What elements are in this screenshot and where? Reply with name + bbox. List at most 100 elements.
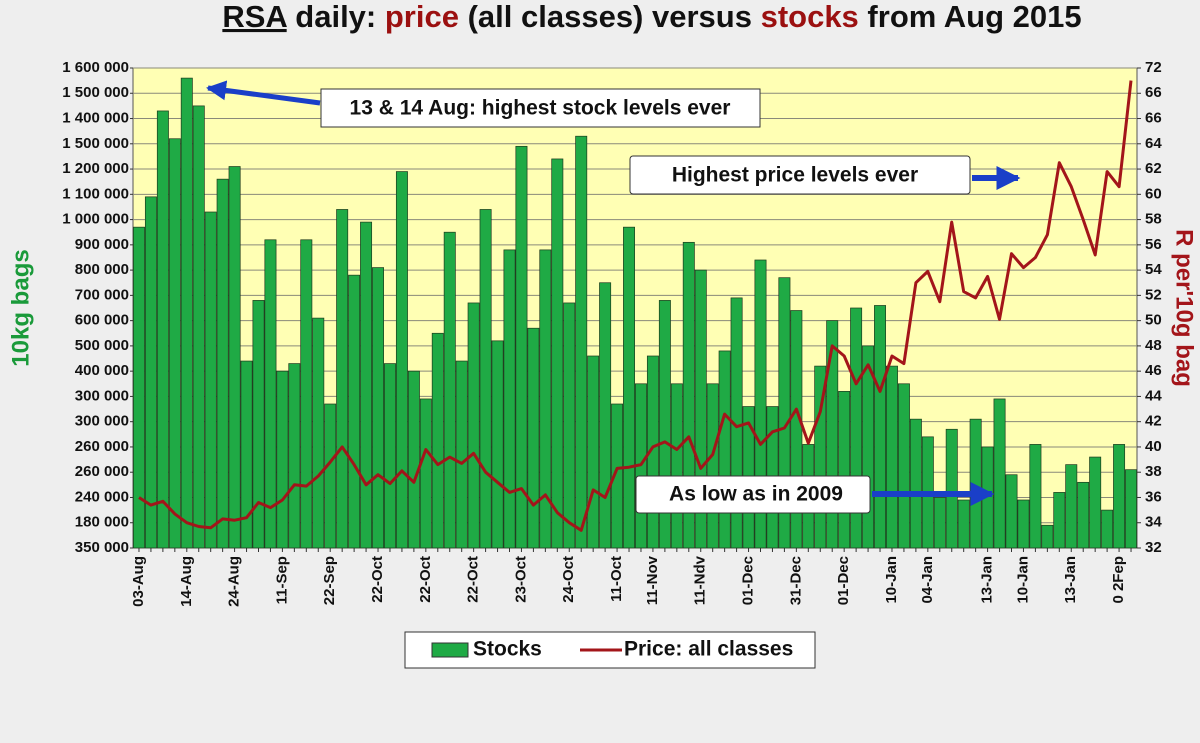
bar bbox=[969, 418, 982, 549]
bar bbox=[575, 135, 588, 549]
y2-tick-label: 58 bbox=[1145, 211, 1162, 228]
bar bbox=[1065, 464, 1078, 549]
y2-tick-label: 36 bbox=[1145, 488, 1162, 505]
bar bbox=[264, 239, 277, 549]
y-tick-label: 260 000 bbox=[75, 463, 129, 480]
bar bbox=[826, 320, 839, 549]
bar bbox=[945, 428, 958, 549]
arrow bbox=[206, 80, 321, 106]
bar bbox=[623, 226, 635, 549]
y-tick-label: 300 000 bbox=[75, 387, 129, 404]
y2-tick-label: 56 bbox=[1145, 236, 1162, 253]
bar bbox=[599, 282, 612, 549]
x-tick-label: 11-Sep bbox=[273, 556, 290, 604]
bar bbox=[886, 365, 898, 549]
y-tick-label: 260 000 bbox=[75, 438, 129, 455]
bar bbox=[1005, 474, 1018, 549]
bar bbox=[384, 363, 396, 549]
y2-tick-label: 32 bbox=[1145, 539, 1162, 556]
y-tick-label: 350 000 bbox=[75, 539, 129, 556]
y2-tick-label: 64 bbox=[1145, 135, 1162, 152]
bar bbox=[1101, 509, 1114, 549]
title-part: from Aug 2015 bbox=[859, 0, 1082, 34]
bar bbox=[455, 360, 468, 549]
x-tick-label: 31-Dec bbox=[787, 556, 804, 605]
bar bbox=[133, 226, 145, 549]
x-tick-label: 23-Oct bbox=[512, 556, 529, 603]
y2-tick-label: 34 bbox=[1145, 514, 1162, 531]
title-part: stocks bbox=[761, 0, 859, 34]
bar bbox=[407, 370, 420, 549]
bar bbox=[372, 267, 384, 549]
bar bbox=[611, 403, 624, 549]
bar bbox=[300, 239, 313, 549]
bar bbox=[682, 241, 695, 549]
bar bbox=[348, 274, 361, 549]
y-tick-label: 400 000 bbox=[75, 362, 129, 379]
y-tick-label: 1 000 000 bbox=[62, 211, 129, 228]
legend-swatch bbox=[431, 642, 469, 658]
y2-tick-label: 48 bbox=[1145, 337, 1162, 354]
bar bbox=[646, 355, 659, 549]
annotation: As low as in 2009 bbox=[669, 483, 843, 506]
y2-tick-label: 50 bbox=[1145, 312, 1162, 329]
x-tick-label: 22-Oct bbox=[465, 556, 482, 603]
y-tick-label: 1 500 000 bbox=[62, 84, 129, 101]
bar bbox=[467, 302, 480, 549]
y2-tick-label: 54 bbox=[1145, 261, 1162, 278]
y-tick-label: 1 500 000 bbox=[62, 135, 129, 152]
bar bbox=[1089, 456, 1102, 549]
bar bbox=[706, 383, 719, 549]
bar bbox=[587, 355, 600, 549]
bar bbox=[909, 418, 922, 549]
y-tick-label: 240 000 bbox=[75, 488, 129, 505]
bar bbox=[993, 398, 1006, 549]
x-tick-label: 22-Oct bbox=[417, 556, 434, 603]
bar bbox=[479, 209, 492, 549]
title-part: daily: bbox=[287, 0, 385, 34]
bar bbox=[527, 327, 540, 549]
bar bbox=[204, 211, 217, 549]
y2-tick-label: 72 bbox=[1145, 59, 1162, 76]
y2-tick-label: 38 bbox=[1145, 463, 1162, 480]
x-tick-label: 22-Oct bbox=[369, 556, 386, 603]
y-tick-label: 700 000 bbox=[75, 286, 129, 303]
bar bbox=[551, 158, 564, 549]
y2-axis-label: R per'10g bag bbox=[1171, 229, 1198, 387]
bar bbox=[515, 145, 528, 549]
y-tick-label: 600 000 bbox=[75, 312, 129, 329]
bar bbox=[360, 221, 373, 549]
bar bbox=[718, 350, 731, 549]
y-tick-label: 800 000 bbox=[75, 261, 129, 278]
bar bbox=[778, 277, 791, 549]
x-tick-label: 10-Jan bbox=[883, 556, 900, 604]
bar bbox=[252, 300, 265, 549]
bar bbox=[563, 302, 576, 549]
bar bbox=[539, 249, 552, 549]
bar bbox=[156, 110, 169, 549]
bar bbox=[874, 305, 886, 549]
x-tick-label: 04-Jan bbox=[919, 556, 936, 604]
legend-label: Price: all classes bbox=[624, 638, 793, 661]
y-tick-label: 300 000 bbox=[75, 413, 129, 430]
x-tick-label: 14-Aug bbox=[178, 556, 195, 607]
bar bbox=[216, 178, 229, 549]
bar bbox=[670, 383, 683, 549]
bar bbox=[395, 171, 408, 549]
bar bbox=[1017, 499, 1030, 549]
bar bbox=[443, 231, 456, 549]
bar bbox=[168, 138, 181, 549]
y-tick-label: 900 000 bbox=[75, 236, 129, 253]
bar bbox=[933, 497, 946, 549]
bar bbox=[1029, 444, 1042, 549]
y-axis-label: 10kg bags bbox=[7, 249, 34, 366]
plot-area bbox=[132, 67, 1138, 549]
y-tick-label: 1 600 000 bbox=[62, 59, 129, 76]
x-tick-label: 03-Aug bbox=[130, 556, 147, 607]
x-tick-label: 11-Ndv bbox=[692, 555, 709, 605]
bar bbox=[862, 345, 875, 549]
bar bbox=[240, 360, 253, 549]
x-tick-label: 11-Nov bbox=[644, 555, 661, 605]
y2-tick-label: 66 bbox=[1145, 84, 1162, 101]
bar bbox=[814, 365, 827, 549]
